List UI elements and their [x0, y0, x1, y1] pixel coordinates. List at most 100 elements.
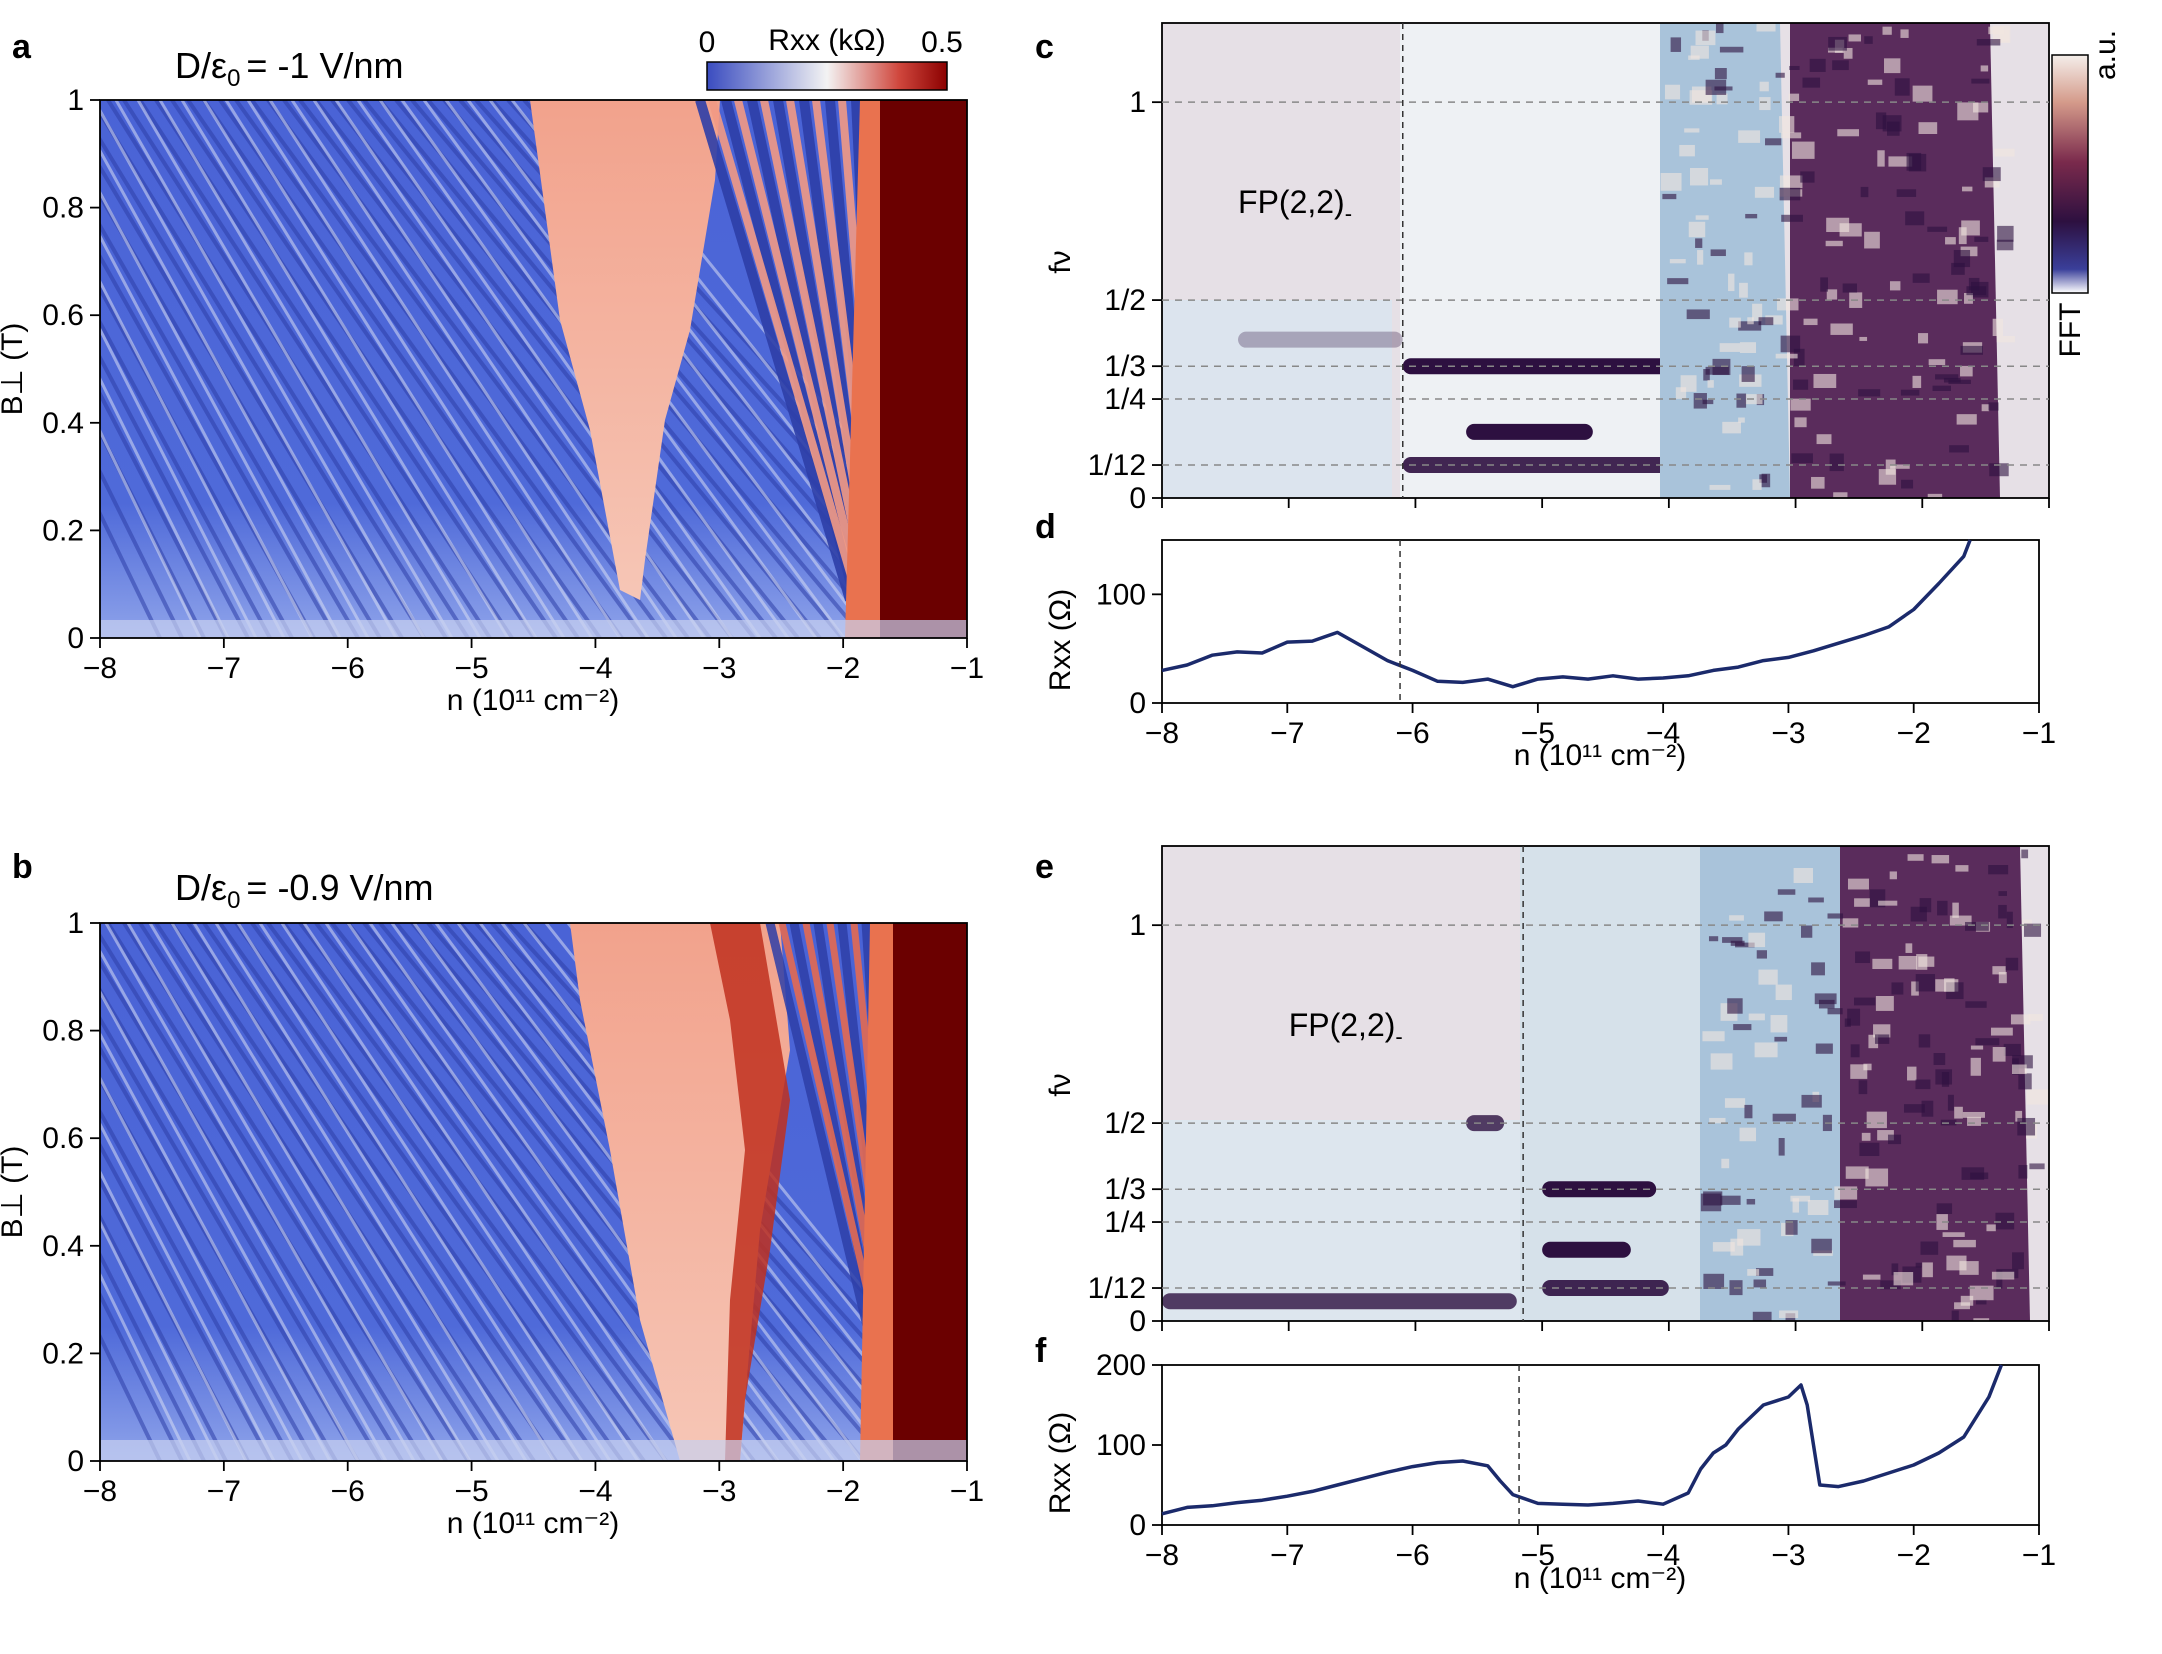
fan-stripe	[202, 100, 538, 638]
fan-stripe	[100, 233, 314, 638]
fft-noise-speck	[2006, 911, 2013, 929]
panel-label-f: f	[1035, 1332, 1047, 1370]
fft-noise-speck	[1730, 1238, 1744, 1256]
fft-noise-speck	[1755, 1268, 1774, 1276]
fft-noise-speck	[1832, 60, 1849, 71]
fft-noise-speck	[1779, 1310, 1799, 1319]
fft-noise-speck	[1747, 1269, 1760, 1276]
plot-frame-c	[1161, 22, 2050, 499]
fft-noise-speck	[1828, 36, 1847, 51]
fft-noise-speck	[1770, 1015, 1788, 1033]
fan-stripe	[234, 100, 624, 638]
fft-noise-speck	[1834, 1186, 1858, 1200]
fft-noise-speck	[1995, 1212, 2015, 1230]
fft-noise-speck	[1874, 1034, 1890, 1044]
fft-noise-speck	[1944, 978, 1955, 992]
fft-noise-speck	[1888, 156, 1913, 167]
fft-noise-speck	[1966, 286, 1987, 296]
fft-noise-speck	[1703, 1273, 1725, 1289]
fft-noise-speck	[1702, 1031, 1725, 1042]
fft-band-e	[1542, 1241, 1631, 1258]
fft-noise-speck	[1905, 211, 1925, 226]
fft-noise-speck	[1973, 102, 1989, 113]
fft-noise-speck	[1961, 1167, 1985, 1180]
fft-noise-speck	[1951, 262, 1965, 275]
fft-band-c	[1402, 358, 1669, 375]
fft-noise-speck	[1970, 1057, 1981, 1076]
fft-noise-speck	[1729, 317, 1741, 328]
fft-noise-speck	[1986, 1224, 1996, 1232]
fft-noise-speck	[1715, 23, 1724, 34]
fft-noise-speck	[1733, 1024, 1752, 1031]
fan-stripe	[170, 100, 536, 638]
fft-noise-speck	[1775, 984, 1792, 1001]
fft-noise-speck	[1890, 464, 1910, 469]
fft-noise-speck	[1996, 335, 2015, 343]
fft-noise-speck	[1842, 918, 1859, 928]
ytick-label-e: 1/4	[1104, 1206, 1146, 1239]
fan-stripe	[100, 1271, 192, 1461]
fft-noise-speck	[1921, 1100, 1934, 1117]
annotation-c-main: FP(2,2)	[1238, 184, 1345, 220]
fft-noise-speck	[1801, 1094, 1822, 1108]
fft-noise-speck	[2012, 1252, 2024, 1270]
fft-noise-speck	[1867, 79, 1883, 85]
fft-noise-speck	[1792, 1198, 1800, 1213]
colorbar-rxx-min: 0	[699, 26, 716, 59]
heatmap-a	[100, 100, 967, 638]
fft-noise-speck	[1990, 1027, 2013, 1036]
fan-stripe	[100, 1120, 276, 1461]
fft-noise-speck	[1992, 966, 2006, 975]
panel-a: a D/ε0 = -1 V/nm 0 0.5 Rxx (kΩ) −8 −7 −6 −5−…	[0, 24, 984, 717]
fft-noise-speck	[1962, 1111, 1985, 1118]
fft-noise-speck	[1956, 414, 1977, 425]
fan-stripe	[114, 100, 426, 638]
fft-noise-speck	[1710, 179, 1722, 185]
fan-stripe	[100, 1332, 162, 1461]
xtick-label-f: −1	[2022, 1539, 2056, 1572]
fft-noise-speck	[1973, 1318, 1990, 1321]
fft-noise-speck	[1866, 1111, 1887, 1129]
ytick-label-e: 1/3	[1104, 1173, 1146, 1206]
fan-stripe	[100, 427, 206, 638]
xtick-label-f: −4	[1646, 1539, 1680, 1572]
dark-edge-b	[893, 923, 967, 1461]
fft-noise-speck	[1702, 399, 1714, 405]
fan-stripe	[100, 948, 388, 1461]
fft-noise-speck	[1898, 955, 1917, 970]
ytick-label-c: 1	[1129, 86, 1146, 119]
fft-noise-speck	[1984, 177, 2000, 188]
fft-noise-speck	[1877, 150, 1885, 167]
fft-noise-speck	[1891, 1263, 1899, 1276]
fft-noise-speck	[1705, 366, 1729, 375]
fft-noise-speck	[2003, 1043, 2021, 1056]
ytick-label-a: 0.6	[42, 299, 84, 332]
fft-noise-speck	[1953, 249, 1971, 268]
fan-stripe	[100, 1290, 184, 1461]
xtick-label-d: −2	[1897, 717, 1931, 750]
fft-noise-speck	[1700, 1193, 1722, 1212]
fft-noise-speck	[1785, 1220, 1798, 1235]
fan-stripe	[100, 1031, 332, 1461]
fan-stripe	[266, 100, 668, 638]
fan-stripe	[100, 389, 228, 638]
fft-noise-speck	[1818, 999, 1835, 1009]
fft-noise-speck	[1772, 1113, 1796, 1122]
fft-noise-speck	[1813, 373, 1837, 388]
fft-noise-speck	[1722, 421, 1741, 434]
fft-noise-speck	[1752, 479, 1762, 490]
fft-noise-speck	[1975, 1299, 1987, 1305]
fan-stripe	[104, 923, 416, 1461]
fft-noise-speck	[1764, 911, 1783, 922]
annotation-e: FP(2,2)-	[1289, 1007, 1403, 1049]
fft-noise-speck	[1873, 1024, 1891, 1038]
fft-noise-speck	[1905, 943, 1913, 953]
fft-noise-speck	[1912, 375, 1922, 388]
ytick-label-b: 1	[67, 907, 84, 940]
title-a-rest: = -1 V/nm	[246, 45, 403, 86]
fft-noise-speck	[1907, 1066, 1917, 1081]
fft-noise-speck	[1903, 1104, 1925, 1113]
title-b-sub: 0	[227, 887, 240, 914]
fft-noise-speck	[1935, 374, 1959, 380]
